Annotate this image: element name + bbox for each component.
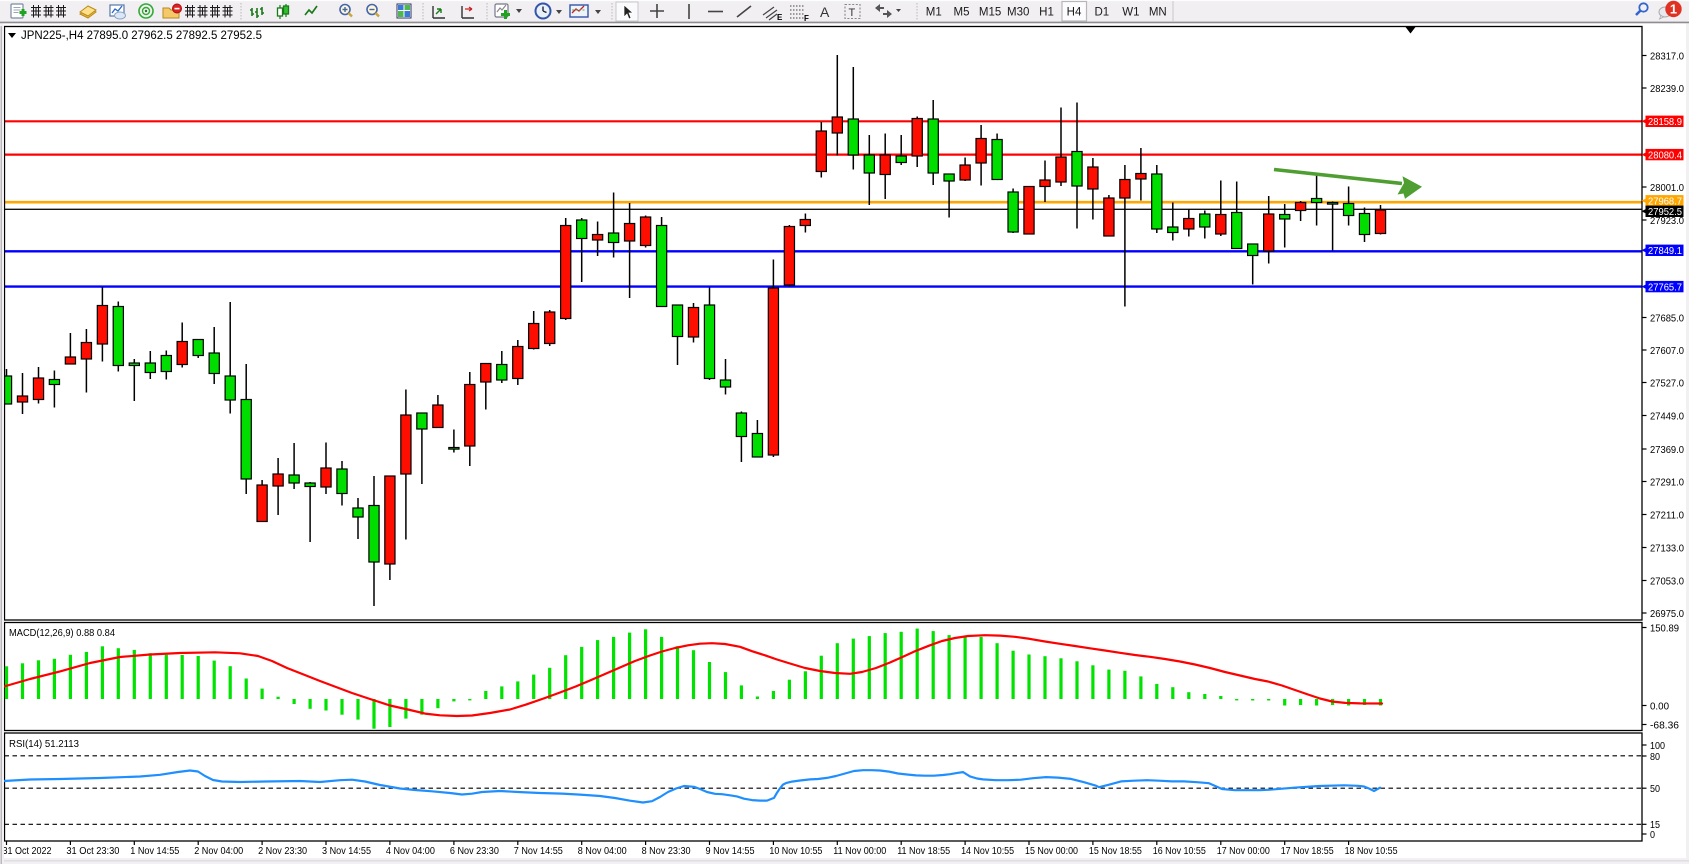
svg-text:-68.36: -68.36 — [1650, 719, 1679, 731]
svg-text:6 Nov 23:30: 6 Nov 23:30 — [450, 845, 499, 857]
svg-text:M1: M1 — [926, 7, 942, 19]
svg-text:27952.5: 27952.5 — [1648, 206, 1682, 218]
svg-text:0.00: 0.00 — [1650, 700, 1669, 712]
svg-text:15: 15 — [1650, 819, 1660, 831]
svg-text:26975.0: 26975.0 — [1650, 608, 1684, 620]
svg-text:RSI(14) 51.2113: RSI(14) 51.2113 — [9, 738, 79, 750]
svg-text:W1: W1 — [1122, 7, 1139, 19]
svg-text:MACD(12,26,9) 0.88 0.84: MACD(12,26,9) 0.88 0.84 — [9, 627, 115, 639]
svg-text:31 Oct 2022: 31 Oct 2022 — [3, 845, 52, 857]
svg-text:14 Nov 10:55: 14 Nov 10:55 — [961, 845, 1014, 857]
svg-text:9 Nov 14:55: 9 Nov 14:55 — [706, 845, 755, 857]
svg-text:27449.0: 27449.0 — [1650, 410, 1684, 422]
svg-text:15 Nov 18:55: 15 Nov 18:55 — [1089, 845, 1142, 857]
svg-text:M30: M30 — [1007, 7, 1029, 19]
svg-text:27607.0: 27607.0 — [1650, 345, 1684, 357]
svg-text:80: 80 — [1650, 751, 1660, 763]
svg-text:4 Nov 04:00: 4 Nov 04:00 — [386, 845, 435, 857]
svg-text:27369.0: 27369.0 — [1650, 444, 1684, 456]
svg-text:JPN225-,H4 27895.0 27962.5 27: JPN225-,H4 27895.0 27962.5 27892.5 27952… — [21, 30, 262, 42]
svg-text:27968.7: 27968.7 — [1648, 196, 1682, 208]
svg-text:100: 100 — [1650, 740, 1665, 752]
svg-text:MN: MN — [1149, 7, 1167, 19]
svg-text:27685.0: 27685.0 — [1650, 312, 1684, 324]
svg-text:H4: H4 — [1067, 7, 1082, 19]
svg-text:27923.0: 27923.0 — [1650, 215, 1684, 227]
svg-text:E: E — [777, 13, 783, 22]
svg-text:28239.0: 28239.0 — [1650, 83, 1684, 95]
svg-text:28158.9: 28158.9 — [1648, 116, 1682, 128]
svg-text:H1: H1 — [1039, 7, 1054, 19]
svg-text:27849.1: 27849.1 — [1648, 245, 1682, 257]
svg-text:M5: M5 — [954, 7, 970, 19]
svg-text:15 Nov 00:00: 15 Nov 00:00 — [1025, 845, 1078, 857]
svg-text:17 Nov 18:55: 17 Nov 18:55 — [1281, 845, 1334, 857]
svg-text:1 Nov 14:55: 1 Nov 14:55 — [130, 845, 179, 857]
svg-text:8 Nov 23:30: 8 Nov 23:30 — [642, 845, 691, 857]
svg-text:27053.0: 27053.0 — [1650, 575, 1684, 587]
svg-text:11 Nov 18:55: 11 Nov 18:55 — [897, 845, 950, 857]
svg-text:D1: D1 — [1094, 7, 1109, 19]
svg-text:8 Nov 04:00: 8 Nov 04:00 — [578, 845, 627, 857]
svg-text:7 Nov 14:55: 7 Nov 14:55 — [514, 845, 563, 857]
svg-text:2 Nov 04:00: 2 Nov 04:00 — [194, 845, 243, 857]
svg-text:18 Nov 10:55: 18 Nov 10:55 — [1345, 845, 1398, 857]
svg-text:28001.0: 28001.0 — [1650, 182, 1684, 194]
svg-text:3 Nov 14:55: 3 Nov 14:55 — [322, 845, 371, 857]
svg-text:F: F — [804, 14, 809, 23]
svg-text:28317.0: 28317.0 — [1650, 50, 1684, 62]
svg-text:27765.7: 27765.7 — [1648, 282, 1682, 294]
svg-text:31 Oct 23:30: 31 Oct 23:30 — [66, 845, 119, 857]
svg-text:1: 1 — [1670, 2, 1677, 17]
svg-text:0: 0 — [1650, 829, 1655, 841]
svg-text:50: 50 — [1650, 783, 1660, 795]
svg-text:2 Nov 23:30: 2 Nov 23:30 — [258, 845, 307, 857]
svg-text:17 Nov 00:00: 17 Nov 00:00 — [1217, 845, 1270, 857]
svg-text:M15: M15 — [979, 7, 1001, 19]
svg-text:27527.0: 27527.0 — [1650, 377, 1684, 389]
svg-text:28080.4: 28080.4 — [1648, 150, 1682, 162]
svg-text:11 Nov 00:00: 11 Nov 00:00 — [833, 845, 886, 857]
svg-text:27133.0: 27133.0 — [1650, 542, 1684, 554]
svg-text:A: A — [820, 4, 830, 20]
svg-text:150.89: 150.89 — [1650, 622, 1679, 634]
svg-text:27211.0: 27211.0 — [1650, 509, 1684, 521]
svg-text:T: T — [849, 7, 856, 19]
svg-text:16 Nov 10:55: 16 Nov 10:55 — [1153, 845, 1206, 857]
svg-text:10 Nov 10:55: 10 Nov 10:55 — [769, 845, 822, 857]
svg-text:27291.0: 27291.0 — [1650, 476, 1684, 488]
